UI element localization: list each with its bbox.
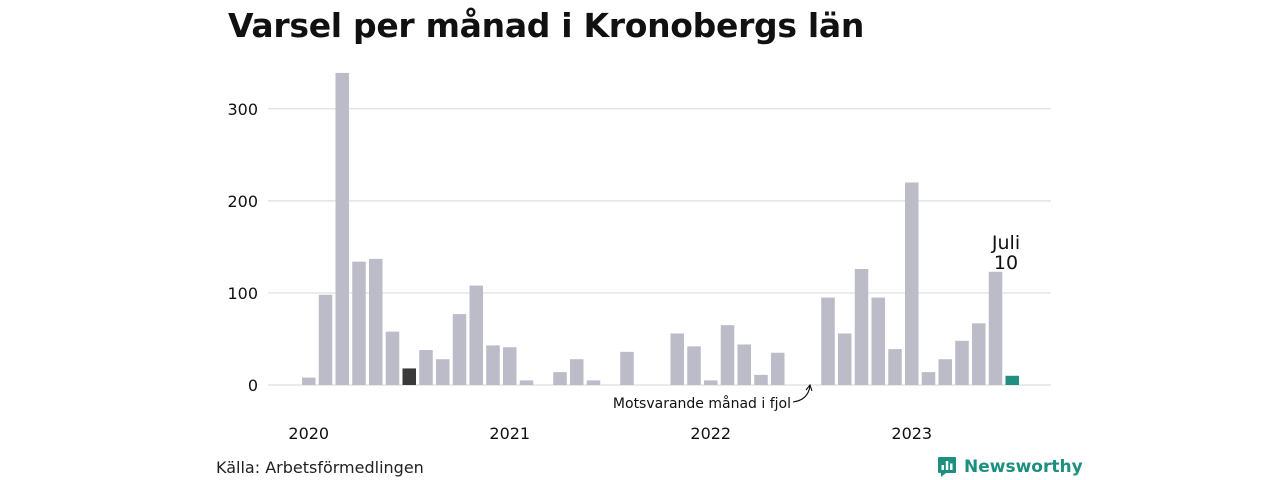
bar-2023-05 xyxy=(972,323,986,385)
bar-2020-06 xyxy=(385,331,400,385)
x-year-label-2023: 2023 xyxy=(891,424,932,443)
y-tick-label: 100 xyxy=(227,284,258,303)
annotations: Juli 10 Motsvarande månad i fjol xyxy=(613,232,1020,412)
bar-2020-09 xyxy=(436,359,450,385)
grid-lines xyxy=(268,108,1051,386)
brand-name: Newsworthy xyxy=(964,457,1083,477)
bar-2021-01 xyxy=(503,347,517,385)
bar-2022-02 xyxy=(720,325,735,385)
bars xyxy=(302,72,1019,385)
bar-2020-05 xyxy=(369,258,383,385)
bar-2022-05 xyxy=(771,352,785,385)
bar-2020-11 xyxy=(469,285,483,385)
y-tick-label: 0 xyxy=(248,376,258,395)
current-value-label: 10 xyxy=(994,252,1018,274)
bar-2020-04 xyxy=(352,261,366,385)
x-year-label-2022: 2022 xyxy=(690,424,731,443)
bar-2021-11 xyxy=(670,333,684,385)
bar-2021-04 xyxy=(553,372,567,385)
x-year-label-2020: 2020 xyxy=(288,424,329,443)
bar-2022-11 xyxy=(871,297,885,385)
bar-2022-03 xyxy=(737,344,751,385)
bar-2020-12 xyxy=(486,345,500,385)
y-axis-ticks: 0 100 200 300 xyxy=(227,100,258,395)
bar-2021-12 xyxy=(687,346,701,385)
brand-logo: Newsworthy xyxy=(937,456,1083,478)
bar-2020-10 xyxy=(452,314,467,385)
newsworthy-chart-bubble-icon xyxy=(938,457,956,477)
bar-2023-04 xyxy=(955,340,969,385)
bar-2021-02 xyxy=(519,380,534,385)
bar-2022-12 xyxy=(888,349,902,385)
y-tick-label: 300 xyxy=(227,100,258,119)
bar-2023-02 xyxy=(921,372,936,385)
last-year-label: Motsvarande månad i fjol xyxy=(613,395,791,412)
arrow-head xyxy=(805,383,813,392)
bar-2022-01 xyxy=(704,380,718,385)
bar-2021-08 xyxy=(620,351,634,385)
bar-2023-03 xyxy=(938,359,952,385)
bar-2020-01 xyxy=(302,377,316,385)
bar-2023-01 xyxy=(905,182,919,385)
bar-2020-08 xyxy=(419,350,433,385)
bar-2020-07 xyxy=(402,368,416,385)
bar-2022-04 xyxy=(754,374,768,385)
bar-2021-05 xyxy=(570,359,584,385)
bar-2020-02 xyxy=(318,294,333,385)
bar-2022-10 xyxy=(854,269,869,385)
current-month-label: Juli xyxy=(991,232,1020,254)
source-note: Källa: Arbetsförmedlingen xyxy=(216,458,424,477)
bar-2021-06 xyxy=(586,380,601,385)
bar-2020-03 xyxy=(335,72,349,385)
x-axis-year-labels: 2020 2021 2022 2023 xyxy=(288,424,932,443)
x-year-label-2021: 2021 xyxy=(489,424,530,443)
bar-2023-06 xyxy=(988,271,1003,385)
y-tick-label: 200 xyxy=(227,192,258,211)
bar-2023-07 xyxy=(1005,375,1019,385)
bar-2022-08 xyxy=(821,297,835,385)
chart-title: Varsel per månad i Kronobergs län xyxy=(228,6,865,45)
bar-2022-09 xyxy=(838,333,852,385)
curved-arrow-icon xyxy=(792,385,811,403)
